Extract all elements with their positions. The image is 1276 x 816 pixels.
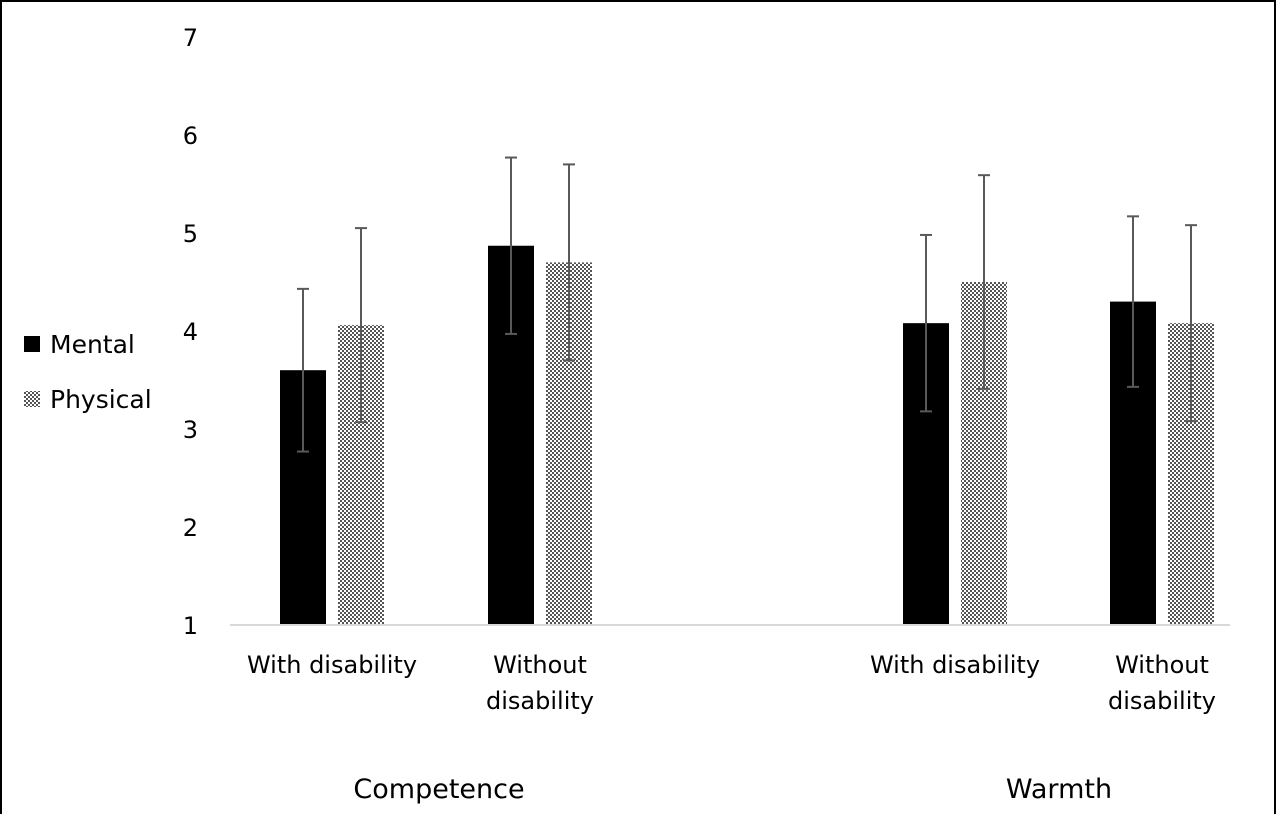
y-tick-label: 1: [183, 612, 198, 640]
category-label: Without: [493, 651, 587, 679]
legend: Mental Physical: [24, 330, 152, 414]
legend-label-mental: Mental: [50, 330, 135, 359]
category-label: disability: [1108, 687, 1216, 715]
category-label: With disability: [870, 651, 1040, 679]
y-tick-label: 4: [183, 318, 198, 346]
legend-label-physical: Physical: [50, 385, 152, 414]
y-tick-label: 2: [183, 514, 198, 542]
legend-swatch-physical: [24, 391, 40, 407]
category-label: With disability: [247, 651, 417, 679]
legend-swatch-mental: [24, 336, 40, 352]
y-tick-label: 3: [183, 416, 198, 444]
category-labels: With disability Without disability With dis…: [247, 651, 1216, 715]
y-axis-ticks: 1 2 3 4 5 6 7: [183, 24, 198, 640]
error-bars: [297, 156, 1197, 453]
y-tick-label: 7: [183, 24, 198, 52]
group-label: Warmth: [1006, 774, 1112, 805]
y-tick-label: 6: [183, 122, 198, 150]
bars: [280, 245, 1214, 626]
group-labels: Competence Warmth: [353, 774, 1112, 805]
y-tick-label: 5: [183, 220, 198, 248]
category-label: Without: [1115, 651, 1209, 679]
category-label: disability: [486, 687, 594, 715]
group-label: Competence: [353, 774, 524, 805]
